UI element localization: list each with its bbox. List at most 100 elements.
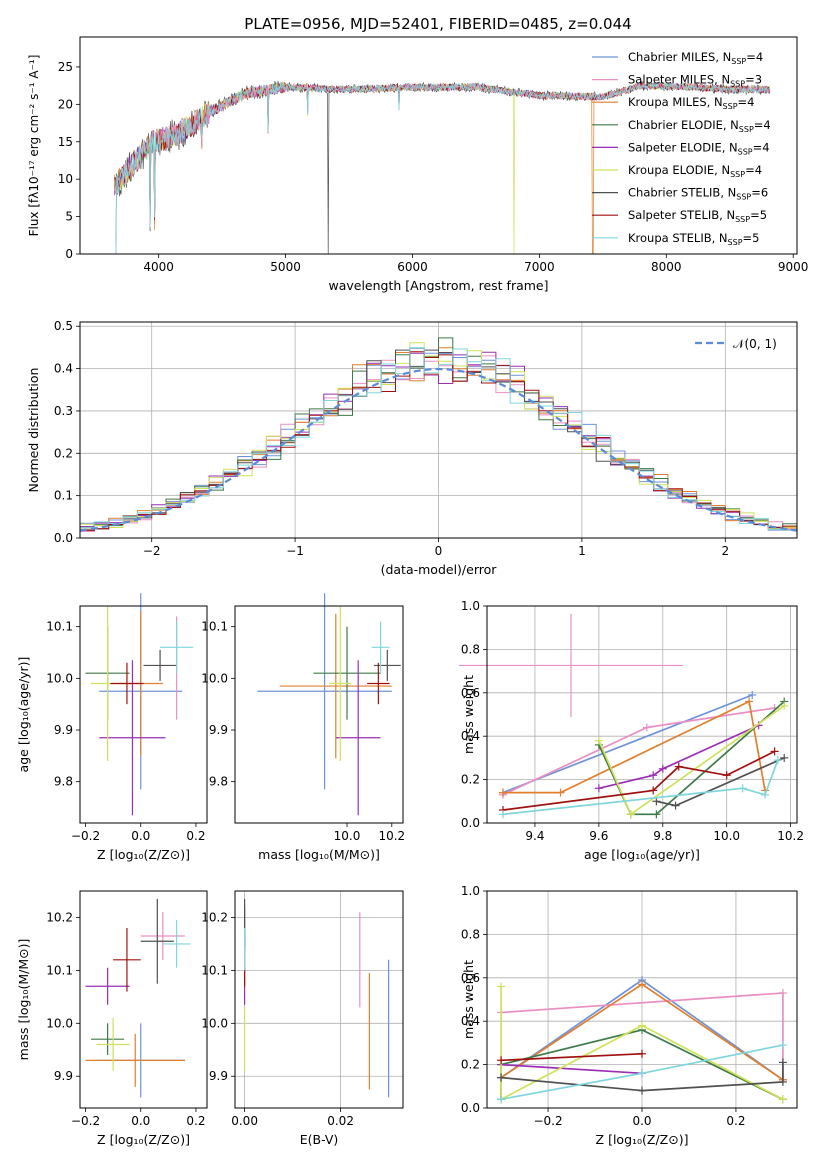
x-tick-label: 6000 bbox=[397, 260, 428, 274]
axes-frame bbox=[234, 605, 404, 824]
legend-entry-salpeter-miles: Salpeter MILES, NSSP=3 bbox=[628, 73, 762, 89]
y-tick-label: 0.4 bbox=[461, 1014, 480, 1028]
x-axis-label: Z [log₁₀(Z/Z⊙)] bbox=[97, 847, 190, 862]
line-salpeter-elodie bbox=[598, 724, 759, 790]
y-tick-label: 0.8 bbox=[461, 927, 480, 941]
x-tick-label: 4000 bbox=[143, 260, 174, 274]
axes-frame bbox=[79, 36, 798, 255]
y-tick-label: 0.4 bbox=[461, 729, 480, 743]
y-tick-label: 0.2 bbox=[461, 1058, 480, 1072]
x-tick-label: 0.00 bbox=[231, 1114, 258, 1128]
legend-entry-chabrier-stelib: Chabrier STELIB, NSSP=6 bbox=[628, 186, 768, 202]
x-tick-label: −0.2 bbox=[71, 1114, 100, 1128]
x-tick-label: 10.2 bbox=[777, 829, 804, 843]
y-tick-label: 10 bbox=[58, 172, 73, 186]
x-tick-label: 1 bbox=[578, 544, 586, 558]
legend-entry-normal: 𝒩(0, 1) bbox=[733, 337, 777, 351]
x-tick-label: 10.2 bbox=[378, 829, 405, 843]
y-tick-label: 0.0 bbox=[54, 531, 73, 545]
x-tick-label: 7000 bbox=[524, 260, 555, 274]
axes-frame bbox=[79, 605, 208, 824]
legend-entry-kroupa-miles: Kroupa MILES, NSSP=4 bbox=[628, 95, 754, 111]
x-tick-label: 0.0 bbox=[131, 1114, 150, 1128]
mass-weight-vs-age-panel: 9.4 9.6 9.8 10.0 10.2 0.0 0.2 0.4 0.6 0.8 1.0 age [… bbox=[461, 599, 804, 862]
line-salpeter-stelib bbox=[501, 1052, 643, 1062]
y-tick-label: 10.0 bbox=[46, 1016, 73, 1030]
line-kroupa-stelib bbox=[502, 759, 779, 816]
y-tick-label: 10.0 bbox=[201, 1016, 228, 1030]
mass-vs-extinction-panel: 0.00 0.02 9.9 10.0 10.1 10.2 E(B-V) bbox=[201, 890, 404, 1147]
x-axis-label: Z [log₁₀(Z/Z⊙)] bbox=[97, 1132, 190, 1147]
legend-entry-kroupa-elodie: Kroupa ELODIE, NSSP=4 bbox=[628, 163, 762, 179]
histogram-chabrier-stelib bbox=[80, 349, 797, 531]
x-tick-label: 9.4 bbox=[525, 829, 544, 843]
y-tick-label: 10.1 bbox=[201, 963, 228, 977]
y-axis-label: mass weight bbox=[461, 960, 476, 1039]
x-tick-label: 5000 bbox=[270, 260, 301, 274]
x-tick-label: 0.2 bbox=[186, 829, 205, 843]
spectrum-panel: 4000 5000 6000 7000 8000 9000 0 5 10 15 20 25 wavele… bbox=[27, 36, 809, 293]
y-tick-label: 25 bbox=[58, 60, 73, 74]
y-tick-label: 1.0 bbox=[461, 599, 480, 613]
y-tick-label: 9.9 bbox=[209, 723, 228, 737]
x-tick-label: 9.8 bbox=[653, 829, 672, 843]
y-axis-label: Normed distribution bbox=[26, 368, 41, 493]
y-tick-label: 0.3 bbox=[54, 404, 73, 418]
axes-frame bbox=[486, 605, 798, 824]
x-axis-label: (data-model)/error bbox=[381, 562, 498, 577]
y-tick-label: 9.8 bbox=[209, 775, 228, 789]
axes-frame bbox=[486, 890, 798, 1109]
y-tick-label: 0.5 bbox=[54, 319, 73, 333]
y-tick-label: 0.2 bbox=[54, 446, 73, 460]
line-kroupa-miles bbox=[503, 700, 766, 794]
x-tick-label: 2 bbox=[721, 544, 729, 558]
x-tick-label: 0.0 bbox=[632, 1114, 651, 1128]
y-tick-label: 9.9 bbox=[54, 1069, 73, 1083]
x-tick-label: 9000 bbox=[778, 260, 809, 274]
y-tick-label: 9.9 bbox=[54, 723, 73, 737]
y-tick-label: 10.1 bbox=[201, 620, 228, 634]
x-axis-label: E(B-V) bbox=[300, 1132, 339, 1147]
age-vs-metallicity-panel: −0.2 0.0 0.2 9.8 9.9 10.0 10.1 Z [log₁₀(Z/Z⊙)] a… bbox=[16, 593, 208, 862]
mass-vs-metallicity-panel: −0.2 0.0 0.2 9.9 10.0 10.1 10.2 Z [log₁₀(Z/Z⊙)]… bbox=[16, 890, 208, 1147]
spectrum-line-kroupa-stelib bbox=[114, 82, 770, 254]
legend-entry-chabrier-miles: Chabrier MILES, NSSP=4 bbox=[628, 50, 763, 66]
figure-title: PLATE=0956, MJD=52401, FIBERID=0485, z=0… bbox=[244, 15, 631, 33]
x-tick-label: 0.2 bbox=[186, 1114, 205, 1128]
y-tick-label: 0.2 bbox=[461, 773, 480, 787]
age-vs-mass-panel: 10.0 10.2 9.8 9.9 10.0 10.1 mass [log₁₀(M/M⊙)] bbox=[201, 593, 683, 862]
axes-frame bbox=[79, 890, 208, 1109]
legend-entry-salpeter-elodie: Salpeter ELODIE, NSSP=4 bbox=[628, 140, 770, 156]
plot-area bbox=[113, 80, 771, 254]
y-tick-label: 0.6 bbox=[461, 686, 480, 700]
y-tick-label: 0.0 bbox=[461, 1101, 480, 1115]
legend-entry-kroupa-stelib: Kroupa STELIB, NSSP=5 bbox=[628, 231, 759, 247]
y-tick-label: 10.2 bbox=[201, 910, 228, 924]
y-axis-label: mass weight bbox=[461, 675, 476, 754]
y-tick-label: 10.0 bbox=[46, 671, 73, 685]
plot-area bbox=[80, 337, 797, 532]
line-chabrier-stelib bbox=[501, 1062, 784, 1092]
line-kroupa-elodie bbox=[500, 986, 784, 1101]
y-tick-label: 5 bbox=[65, 210, 73, 224]
mass-weight-vs-metallicity-panel: −0.2 0.0 0.2 0.0 0.2 0.4 0.6 0.8 1.0 Z [log₁₀(Z/Z… bbox=[461, 884, 798, 1147]
y-tick-label: 0.8 bbox=[461, 642, 480, 656]
y-tick-label: 9.9 bbox=[209, 1069, 228, 1083]
y-axis-label: age [log₁₀(age/yr)] bbox=[16, 657, 31, 773]
x-tick-label: −0.2 bbox=[71, 829, 100, 843]
y-axis-label: Flux [fλ10⁻¹⁷ erg cm⁻² s⁻¹ A⁻¹] bbox=[27, 55, 41, 237]
x-tick-label: −1 bbox=[286, 544, 304, 558]
x-tick-label: 0.0 bbox=[131, 829, 150, 843]
y-axis-label: mass [log₁₀(M/M⊙)] bbox=[16, 939, 31, 1061]
y-tick-label: 10.1 bbox=[46, 963, 73, 977]
x-tick-label: 10.0 bbox=[713, 829, 740, 843]
x-tick-label: 0 bbox=[435, 544, 443, 558]
y-tick-label: 0.6 bbox=[461, 971, 480, 985]
legend-entry-salpeter-stelib: Salpeter STELIB, NSSP=5 bbox=[628, 208, 767, 224]
x-tick-label: 8000 bbox=[651, 260, 682, 274]
line-chabrier-elodie bbox=[598, 700, 785, 816]
x-tick-label: 0.2 bbox=[726, 1114, 745, 1128]
x-axis-label: age [log₁₀(age/yr)] bbox=[584, 847, 700, 862]
y-tick-label: 0.1 bbox=[54, 489, 73, 503]
line-salpeter-elodie bbox=[501, 1063, 643, 1075]
